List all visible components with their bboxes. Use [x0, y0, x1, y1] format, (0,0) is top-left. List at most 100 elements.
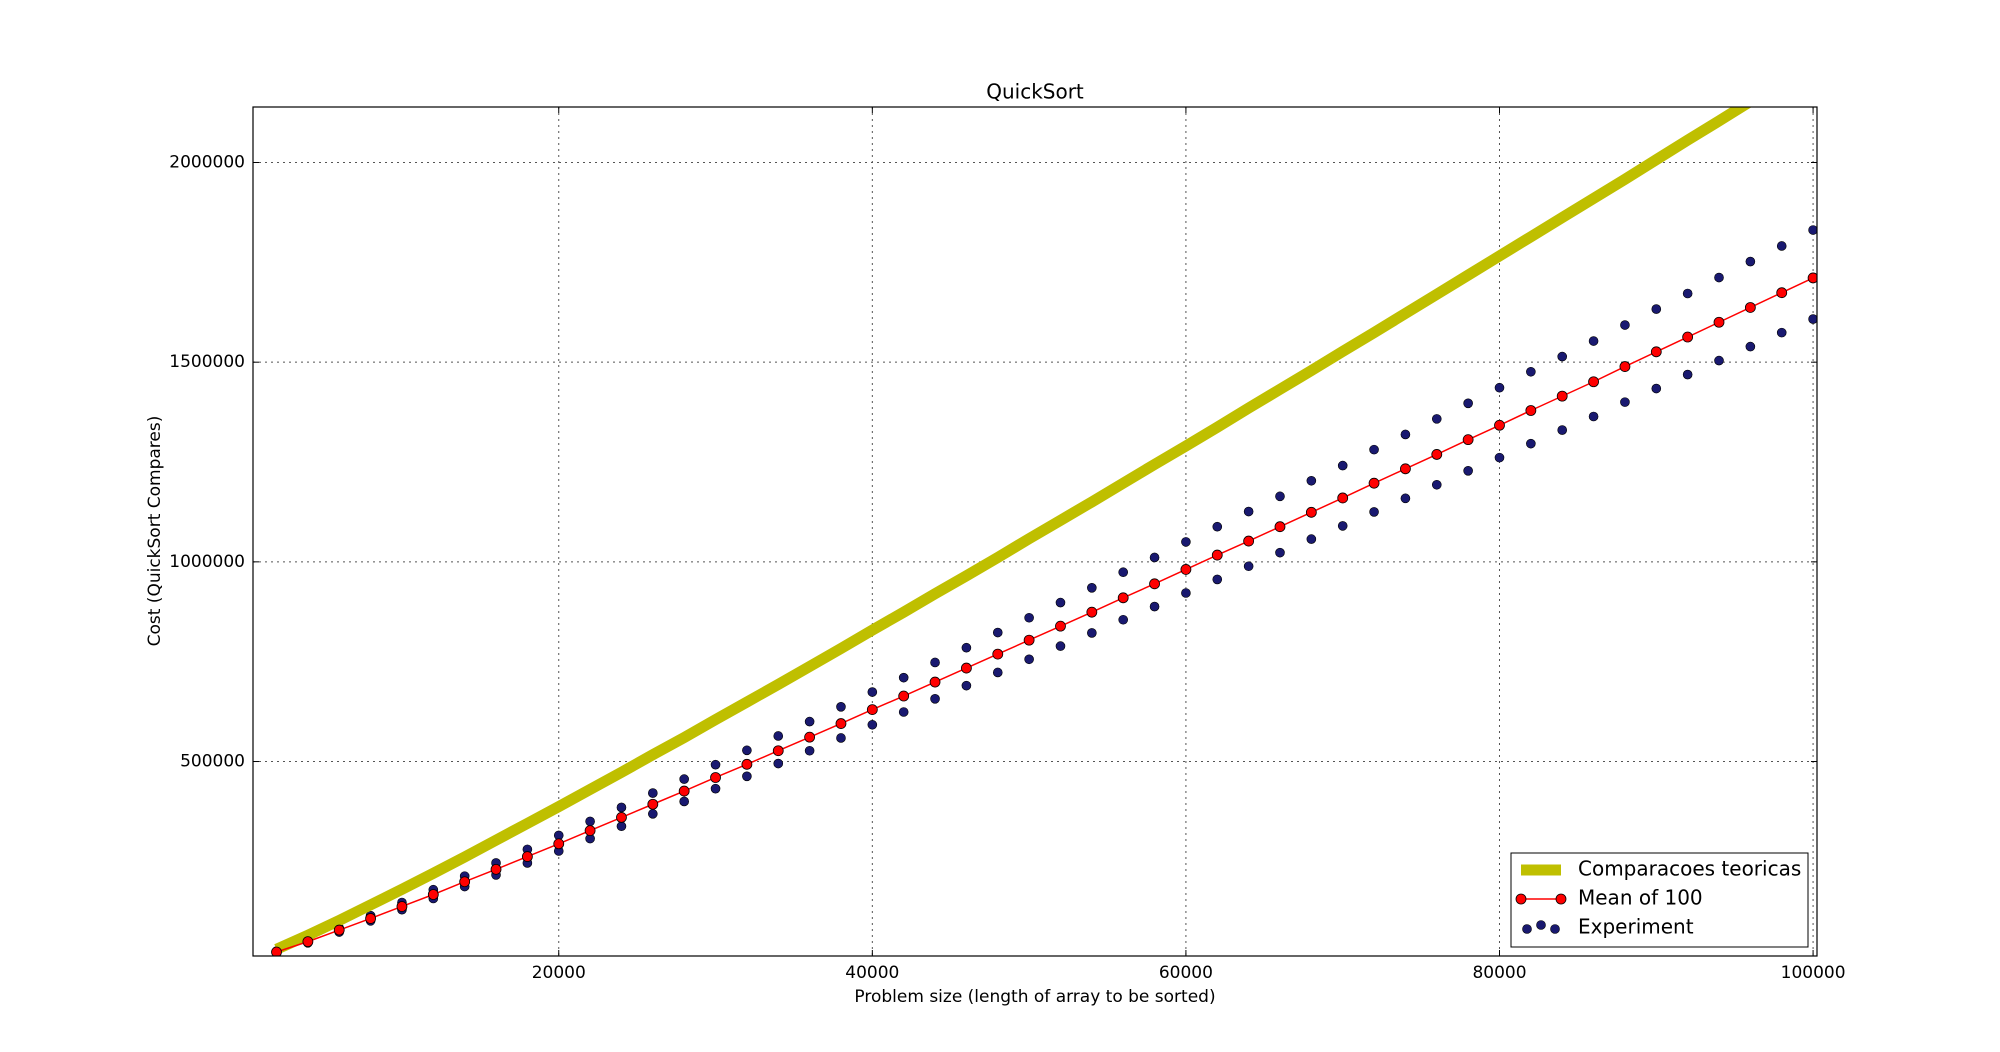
x-tick-label: 40000	[845, 963, 899, 983]
x-axis-label: Problem size (length of array to be sort…	[854, 987, 1215, 1007]
experiment-point	[1494, 382, 1505, 393]
mean-marker	[1713, 316, 1725, 328]
grid: 20000 40000 60000 80000 100000 500000 1000000 1…	[169, 107, 1846, 983]
experiment-point	[992, 667, 1003, 678]
experiment-point	[679, 796, 689, 807]
experiment-point	[1494, 452, 1505, 463]
legend-swatch	[1536, 920, 1546, 930]
experiment-point	[773, 731, 784, 741]
experiment-point	[992, 627, 1003, 638]
x-tick-label: 20000	[532, 963, 586, 983]
experiment-point	[1369, 444, 1379, 455]
experiment-point	[867, 687, 878, 697]
experiment-point	[1024, 654, 1034, 665]
experiment-point	[1776, 241, 1787, 251]
theory-line	[274, 107, 1752, 955]
plot-area	[271, 107, 1817, 956]
experiment-point	[1181, 588, 1191, 598]
mean-marker	[365, 913, 376, 924]
plot-frame	[252, 106, 1818, 957]
mean-marker	[1556, 390, 1568, 402]
experiment-point	[1745, 341, 1756, 352]
experiment-point	[710, 759, 721, 770]
x-tick-label: 80000	[1472, 963, 1526, 983]
mean-marker	[647, 798, 659, 810]
mean-marker	[1431, 449, 1443, 460]
mean-marker	[835, 718, 847, 729]
experiment-point	[1243, 561, 1254, 572]
experiment-point	[1557, 351, 1568, 362]
experiment-point	[585, 816, 595, 827]
mean-marker	[584, 825, 596, 837]
x-tick-label: 60000	[1159, 963, 1213, 983]
experiment-point	[1682, 369, 1693, 380]
mean-marker	[553, 838, 565, 850]
y-tick-label: 1000000	[169, 552, 245, 572]
experiment-point	[773, 758, 784, 769]
experiment-point	[1055, 641, 1066, 651]
mean-marker	[1274, 521, 1286, 533]
experiment-point	[1714, 272, 1724, 283]
experiment-point	[1620, 397, 1630, 407]
mean-marker	[1682, 331, 1694, 343]
legend-swatch	[1555, 893, 1567, 905]
mean-marker	[1494, 419, 1505, 431]
legend-swatch	[1515, 893, 1527, 905]
experiment-point	[1212, 574, 1223, 585]
experiment-point	[1463, 398, 1473, 409]
mean-marker	[929, 676, 941, 688]
mean-line	[276, 277, 1814, 953]
mean-marker	[1086, 606, 1098, 618]
experiment-point	[961, 642, 972, 653]
experiment-point	[1682, 288, 1693, 299]
mean-marker	[490, 863, 502, 875]
experiment-point	[1337, 521, 1348, 531]
experiment-point	[1557, 425, 1568, 435]
experiment-point	[804, 716, 815, 727]
experiment-point	[1212, 521, 1223, 532]
mean-marker	[898, 690, 910, 702]
y-tick-label: 500000	[180, 752, 245, 772]
experiment-point	[648, 809, 658, 819]
experiment-point	[1337, 460, 1348, 471]
experiment-point	[1275, 491, 1285, 502]
experiment-point	[1306, 534, 1317, 544]
mean-marker	[396, 901, 408, 912]
experiment-point	[710, 783, 721, 794]
legend: Comparacoes teoricas Mean of 100 Experimen…	[1510, 852, 1809, 948]
experiment-point	[742, 771, 752, 782]
experiment-point	[1087, 583, 1097, 593]
mean-marker	[961, 662, 972, 674]
mean-marker	[1776, 287, 1788, 299]
experiment-point	[1651, 304, 1662, 314]
x-tick-label: 100000	[1781, 963, 1846, 983]
experiment-point	[679, 774, 689, 784]
mean-marker	[427, 889, 439, 900]
experiment-point	[1808, 314, 1817, 324]
legend-label: Comparacoes teoricas	[1578, 857, 1801, 881]
mean-marker	[741, 758, 753, 770]
mean-marker	[1180, 564, 1192, 575]
experiment-point	[1118, 614, 1128, 625]
experiment-point	[1776, 327, 1787, 338]
mean-marker	[1462, 434, 1474, 446]
experiment-point	[898, 707, 909, 717]
chart-title: QuickSort	[986, 80, 1084, 104]
mean-marker	[1525, 405, 1537, 416]
mean-marker	[1243, 535, 1255, 547]
experiment-point	[1526, 366, 1536, 377]
experiment-point	[836, 733, 846, 743]
mean-marker	[302, 936, 314, 948]
experiment-point	[1431, 414, 1442, 424]
legend-swatch	[1522, 924, 1532, 934]
experiment-point	[1369, 507, 1379, 517]
y-axis-label: Cost (QuickSort Compares)	[145, 416, 165, 647]
legend-label: Mean of 100	[1578, 886, 1703, 910]
mean-marker	[521, 851, 533, 862]
mean-marker	[1744, 302, 1756, 313]
experiment-point	[1588, 411, 1599, 422]
mean-marker	[1807, 272, 1817, 284]
experiment-point	[1714, 355, 1724, 366]
mean-marker	[1305, 506, 1317, 518]
legend-swatch	[1550, 924, 1560, 934]
